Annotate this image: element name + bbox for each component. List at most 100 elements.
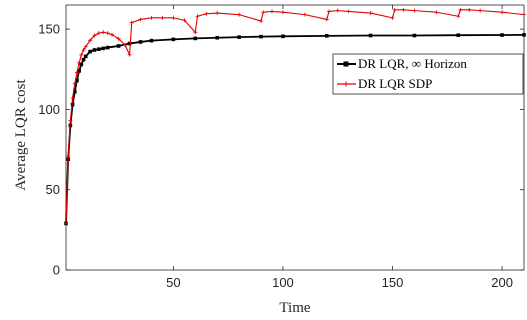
legend-entry-dr-lqr-infinite-horizon: DR LQR, ∞ Horizon: [337, 56, 467, 71]
data-point: [79, 52, 84, 57]
data-point: [81, 57, 86, 62]
data-point: [160, 15, 165, 20]
data-point: [280, 10, 285, 15]
data-point: [70, 102, 75, 107]
x-axis-title: Time: [279, 300, 310, 316]
data-point: [129, 20, 134, 25]
data-point: [83, 54, 88, 59]
data-point: [123, 43, 128, 48]
data-point: [116, 44, 121, 48]
data-point: [105, 45, 110, 50]
data-point: [478, 8, 483, 13]
data-point: [335, 8, 340, 13]
data-point: [88, 38, 93, 43]
series-line-1: [65, 9, 525, 224]
data-point: [324, 34, 329, 38]
data-point: [195, 14, 200, 19]
data-point: [138, 17, 143, 22]
x-tick-label: 200: [491, 275, 513, 290]
data-point: [68, 118, 73, 123]
data-point: [368, 33, 373, 38]
data-point: [116, 36, 121, 41]
data-point: [237, 35, 241, 39]
legend-label-dr-lqr-infinite-horizon: DR LQR, ∞ Horizon: [358, 56, 467, 71]
legend-marker-plus: [343, 81, 349, 87]
data-point: [456, 14, 461, 19]
plot-frame: [65, 4, 525, 271]
data-point: [74, 70, 79, 75]
data-point: [237, 12, 242, 17]
data-point: [401, 7, 406, 12]
data-point: [281, 34, 285, 39]
data-point: [259, 19, 264, 24]
x-tick-label: 150: [382, 275, 404, 290]
y-tick-label: 100: [38, 102, 60, 117]
series-1: [64, 7, 526, 226]
data-point: [261, 10, 266, 15]
y-tick-label: 0: [53, 263, 60, 278]
x-axis-ticks: 50 100 150 200: [166, 5, 513, 290]
x-tick-label: 50: [166, 275, 180, 290]
data-point: [149, 15, 154, 20]
legend-label-dr-lqr-sdp: DR LQR SDP: [358, 76, 432, 91]
data-point: [171, 37, 176, 42]
data-point: [456, 33, 461, 37]
legend-entry-dr-lqr-sdp: DR LQR SDP: [337, 76, 432, 91]
data-point: [110, 32, 115, 37]
data-point: [392, 7, 397, 12]
y-tick-label: 150: [38, 22, 60, 37]
data-point: [92, 33, 97, 38]
data-point: [77, 60, 82, 65]
y-axis-ticks: 0 50 100 150: [38, 22, 524, 278]
data-point: [434, 10, 439, 15]
data-point: [215, 35, 220, 40]
data-point: [500, 10, 505, 15]
data-point: [66, 153, 71, 158]
data-point: [368, 11, 373, 16]
data-point: [92, 48, 97, 52]
data-point: [326, 9, 331, 14]
legend: DR LQR, ∞ Horizon DR LQR SDP: [332, 53, 524, 95]
data-point: [101, 30, 106, 35]
data-point: [346, 9, 351, 14]
data-point: [500, 33, 504, 37]
plot-area: [65, 4, 525, 271]
data-point: [96, 31, 101, 36]
data-point: [149, 38, 154, 43]
data-point: [259, 34, 263, 39]
data-point: [70, 96, 75, 101]
x-tick-label: 100: [272, 275, 294, 290]
data-point: [269, 9, 274, 14]
data-point: [522, 12, 526, 17]
data-point: [72, 89, 77, 94]
data-point: [302, 12, 307, 17]
data-point: [182, 18, 187, 23]
y-axis-title: Average LQR cost: [13, 78, 29, 190]
data-point: [77, 69, 81, 73]
data-point: [138, 40, 143, 44]
data-point: [79, 62, 84, 67]
data-point: [127, 52, 132, 57]
data-point: [204, 11, 209, 16]
data-point: [64, 221, 68, 226]
data-point: [81, 47, 86, 52]
data-point: [458, 7, 463, 12]
data-point: [97, 47, 101, 51]
data-point: [75, 78, 79, 83]
data-point: [467, 7, 472, 12]
data-point: [72, 81, 77, 86]
data-point: [171, 15, 176, 20]
legend-marker-square: [343, 61, 349, 67]
data-point: [193, 30, 198, 35]
data-point: [324, 17, 329, 22]
y-tick-label: 50: [46, 182, 60, 197]
data-point: [412, 8, 417, 13]
data-point: [101, 46, 106, 51]
data-point: [105, 31, 110, 36]
data-point: [215, 11, 220, 16]
data-point: [83, 44, 88, 49]
data-point: [522, 33, 526, 37]
data-point: [88, 49, 92, 54]
series-layer: [64, 7, 526, 226]
